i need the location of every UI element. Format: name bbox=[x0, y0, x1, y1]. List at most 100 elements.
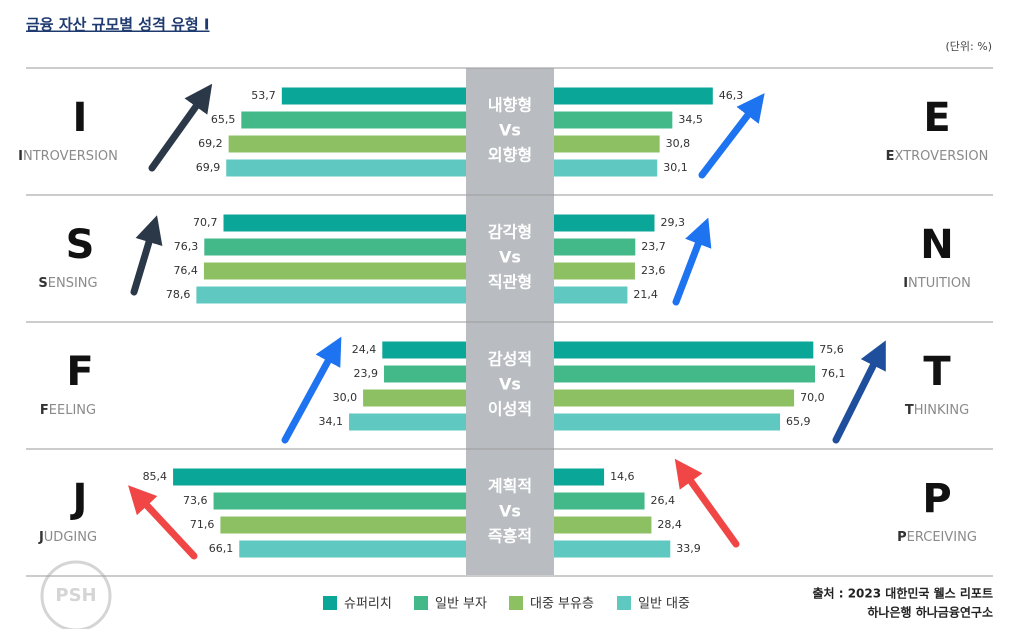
type-word: INTROVERSION bbox=[18, 149, 118, 164]
bar bbox=[349, 413, 466, 431]
value-label: 46,3 bbox=[719, 89, 744, 102]
arrows bbox=[128, 83, 886, 560]
arrow bbox=[128, 485, 198, 560]
center-label: Vs bbox=[499, 502, 521, 521]
value-label: 34,1 bbox=[319, 415, 344, 428]
type-word-initial: I bbox=[903, 276, 908, 291]
type-word: JUDGING bbox=[38, 530, 97, 545]
bar bbox=[554, 492, 645, 510]
type-letter: S bbox=[66, 222, 95, 268]
bar bbox=[554, 365, 816, 383]
bar bbox=[363, 389, 466, 407]
bar bbox=[203, 262, 466, 280]
bar bbox=[554, 87, 713, 105]
bar bbox=[554, 214, 655, 232]
value-label: 65,9 bbox=[786, 415, 811, 428]
bar bbox=[226, 159, 466, 177]
type-word-initial: I bbox=[18, 149, 23, 164]
value-label: 29,3 bbox=[660, 216, 685, 229]
center-label: Vs bbox=[499, 248, 521, 267]
bar bbox=[554, 341, 814, 359]
center-label: 이성적 bbox=[488, 400, 532, 419]
value-label: 69,2 bbox=[198, 137, 223, 150]
legend-swatch bbox=[617, 596, 631, 610]
type-word-rest: NTUITION bbox=[908, 276, 971, 291]
value-label: 30,0 bbox=[333, 391, 358, 404]
value-label: 70,0 bbox=[800, 391, 825, 404]
value-label: 23,6 bbox=[641, 264, 666, 277]
type-word: EXTROVERSION bbox=[886, 149, 989, 164]
bar bbox=[554, 286, 628, 304]
type-word-rest: NTROVERSION bbox=[23, 149, 118, 164]
source: 하나은행 하나금융연구소 bbox=[867, 605, 993, 620]
type-letter: T bbox=[923, 349, 951, 395]
type-letter: P bbox=[922, 476, 951, 522]
bar bbox=[213, 492, 466, 510]
bar bbox=[281, 87, 466, 105]
bar bbox=[239, 540, 466, 558]
value-label: 53,7 bbox=[251, 89, 276, 102]
type-letter: N bbox=[920, 222, 953, 268]
value-label: 73,6 bbox=[183, 494, 208, 507]
bar bbox=[554, 468, 605, 486]
type-word: INTUITION bbox=[903, 276, 971, 291]
bar bbox=[554, 111, 673, 129]
value-label: 66,1 bbox=[209, 542, 234, 555]
center-label: 감각형 bbox=[488, 223, 532, 242]
legend-label: 일반 부자 bbox=[435, 597, 487, 612]
bar bbox=[382, 341, 466, 359]
arrow bbox=[832, 340, 886, 444]
arrow bbox=[672, 217, 712, 306]
type-letter: I bbox=[73, 95, 88, 141]
type-word-initial: J bbox=[38, 530, 44, 545]
bar bbox=[554, 413, 781, 431]
type-word: THINKING bbox=[905, 403, 969, 418]
arrow bbox=[281, 336, 342, 444]
bar bbox=[554, 389, 795, 407]
arrow bbox=[674, 458, 740, 548]
bar bbox=[554, 262, 635, 280]
bar bbox=[220, 516, 466, 534]
type-word: PERCEIVING bbox=[897, 530, 977, 545]
value-label: 34,5 bbox=[678, 113, 703, 126]
type-word-rest: XTROVERSION bbox=[895, 149, 989, 164]
type-word-initial: F bbox=[40, 403, 49, 418]
arrow bbox=[130, 215, 163, 296]
center-label: 내향형 bbox=[488, 96, 532, 115]
svg-text:PSH: PSH bbox=[55, 585, 96, 606]
value-label: 76,4 bbox=[173, 264, 198, 277]
type-word-initial: T bbox=[905, 403, 914, 418]
type-word-rest: EELING bbox=[49, 403, 96, 418]
bar bbox=[554, 159, 658, 177]
center-label: 외향형 bbox=[488, 146, 532, 165]
value-label: 14,6 bbox=[610, 470, 635, 483]
value-label: 30,8 bbox=[666, 137, 691, 150]
watermark: PSH bbox=[40, 560, 112, 629]
value-label: 69,9 bbox=[196, 161, 221, 174]
bar bbox=[384, 365, 466, 383]
bar bbox=[204, 238, 466, 256]
center-label: 감성적 bbox=[488, 350, 532, 369]
bar bbox=[554, 516, 652, 534]
type-word-rest: ERCEIVING bbox=[907, 530, 977, 545]
value-label: 23,9 bbox=[354, 367, 379, 380]
value-label: 78,6 bbox=[166, 288, 191, 301]
value-label: 28,4 bbox=[657, 518, 682, 531]
source: 출처 : 2023 대한민국 웰스 리포트 bbox=[812, 586, 993, 601]
legend-swatch bbox=[509, 596, 523, 610]
arrow bbox=[148, 83, 213, 172]
value-label: 21,4 bbox=[633, 288, 658, 301]
value-label: 24,4 bbox=[352, 343, 377, 356]
value-label: 70,7 bbox=[193, 216, 218, 229]
value-label: 30,1 bbox=[663, 161, 688, 174]
type-letter: E bbox=[923, 95, 950, 141]
chart-title: 금융 자산 규모별 성격 유형 I bbox=[26, 16, 210, 34]
value-label: 23,7 bbox=[641, 240, 666, 253]
type-word-initial: E bbox=[886, 149, 895, 164]
type-word-rest: ENSING bbox=[48, 276, 98, 291]
value-label: 76,1 bbox=[821, 367, 846, 380]
value-label: 33,9 bbox=[676, 542, 701, 555]
arrow bbox=[698, 93, 765, 179]
value-label: 76,3 bbox=[174, 240, 199, 253]
